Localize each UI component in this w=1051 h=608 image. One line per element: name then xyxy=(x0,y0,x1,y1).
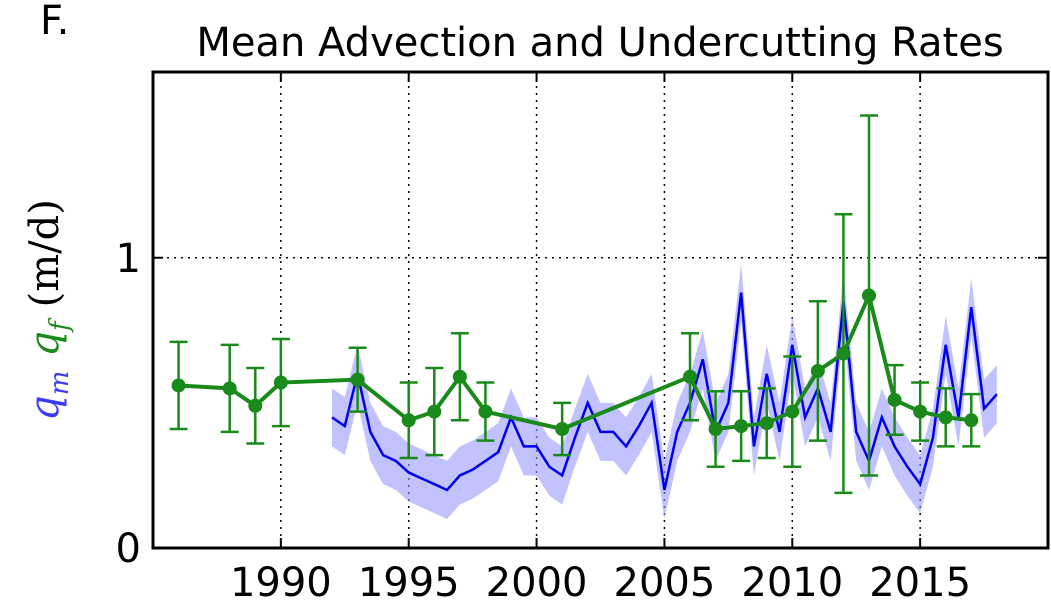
x-tick-label: 1995 xyxy=(358,560,460,606)
marker xyxy=(273,375,288,390)
marker xyxy=(427,404,442,419)
marker xyxy=(222,381,237,396)
marker xyxy=(836,346,851,361)
y-tick-label: 1 xyxy=(116,236,141,282)
series-line xyxy=(331,292,998,492)
y-label-sub: m xyxy=(45,371,75,396)
y-label-sub: f xyxy=(45,317,75,333)
y-tick-label: 0 xyxy=(116,526,141,572)
y-label-part: q xyxy=(22,331,68,357)
x-tick-label: 2010 xyxy=(741,560,843,606)
marker xyxy=(478,404,493,419)
marker xyxy=(938,410,953,425)
marker xyxy=(862,288,876,303)
marker xyxy=(708,422,723,436)
y-axis-label: qm​qf​(m/d) xyxy=(22,199,75,421)
marker xyxy=(248,398,263,413)
y-label-part: q xyxy=(22,395,68,421)
band xyxy=(332,263,997,519)
marker xyxy=(759,416,774,431)
marker xyxy=(683,369,697,384)
marker xyxy=(350,372,365,387)
plot-frame xyxy=(151,70,1050,550)
marker xyxy=(810,363,825,378)
marker xyxy=(913,404,928,419)
marker xyxy=(887,392,902,407)
chart-title: Mean Advection and Undercutting Rates xyxy=(196,20,1003,66)
series-line xyxy=(178,289,972,432)
x-tick-label: 2000 xyxy=(486,560,588,606)
marker xyxy=(401,413,416,428)
marker xyxy=(452,369,467,384)
marker xyxy=(734,419,749,434)
panel-label: F. xyxy=(40,0,69,44)
marker xyxy=(171,378,186,393)
y-label-part: (m/d) xyxy=(22,199,68,307)
x-tick-label: 2005 xyxy=(614,560,716,606)
marker xyxy=(785,404,800,419)
marker xyxy=(964,413,979,428)
x-tick-label: 1990 xyxy=(230,560,332,606)
x-tick-label: 2015 xyxy=(869,560,971,606)
marker xyxy=(555,422,570,436)
